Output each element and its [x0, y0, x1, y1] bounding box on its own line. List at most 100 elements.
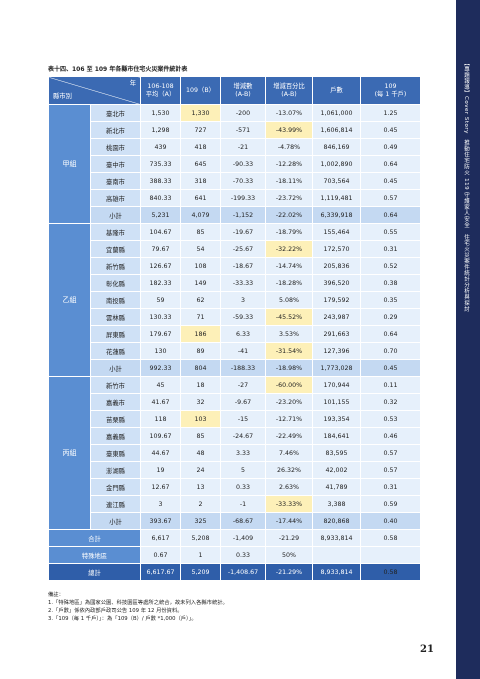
table-row: 丙組 新竹市 45 18 -27 -60.00% 170,944 0.11 — [48, 376, 421, 530]
value-cell: 193,354 — [312, 410, 361, 428]
group-cell: 甲組 — [48, 104, 91, 224]
value-cell: 0.70 — [360, 342, 421, 360]
row-name: 桃園市 — [90, 138, 141, 156]
value-cell: -22.02% — [265, 206, 313, 224]
column-header-line: 戶數 — [330, 86, 343, 94]
value-cell: 0.64 — [360, 206, 421, 224]
total-name: 總計 — [48, 563, 141, 581]
value-cell: -1 — [220, 495, 266, 513]
value-cell: 44.67 — [140, 444, 181, 462]
value-cell: 85 — [180, 223, 221, 241]
column-header-line: (A-B) — [281, 90, 297, 98]
table-row: 小計 992.33 804 -188.33 -18.98% 1,773,028 0.45 — [49, 359, 421, 377]
total-row: 總計 6,617.67 5,209 -1,408.67 -21.29% 8,933,814… — [48, 563, 421, 581]
value-cell: 103 — [180, 410, 221, 428]
value-cell: 0.67 — [140, 546, 181, 564]
value-cell: -188.33 — [220, 359, 266, 377]
value-cell: 0.11 — [360, 376, 421, 394]
value-cell: 418 — [180, 138, 221, 156]
value-cell: -27 — [220, 376, 266, 394]
value-cell: 5,209 — [180, 563, 221, 581]
value-cell: -32.22% — [265, 240, 313, 258]
table-row: 雲林縣 130.33 71 -59.33 -45.52% 243,987 0.29 — [49, 308, 421, 326]
value-cell: -21 — [220, 138, 266, 156]
value-cell: -1,152 — [220, 206, 266, 224]
table-row: 苗栗縣 118 103 -15 -12.71% 193,354 0.53 — [49, 410, 421, 428]
value-cell: 0.33 — [220, 478, 266, 496]
value-cell: 0.64 — [360, 155, 421, 173]
table-row: 屏東縣 179.67 186 6.33 3.53% 291,663 0.64 — [49, 325, 421, 343]
value-cell: 130.33 — [140, 308, 181, 326]
value-cell: -18.11% — [265, 172, 313, 190]
value-cell: 1,773,028 — [312, 359, 361, 377]
total-name: 合計 — [48, 529, 141, 547]
notes: 備註： 1.「特殊地區」為國家公園、科技園區等處所之統合，故未列入各縣市統計。 2.… — [48, 591, 228, 623]
value-cell: -33.33 — [220, 274, 266, 292]
row-name: 連江縣 — [90, 495, 141, 513]
value-cell: 59 — [140, 291, 181, 309]
row-name: 臺南市 — [90, 172, 141, 190]
row-name: 臺中市 — [90, 155, 141, 173]
page-number: 21 — [420, 644, 434, 655]
row-name: 新北市 — [90, 121, 141, 139]
row-name: 彰化縣 — [90, 274, 141, 292]
value-cell: 19 — [140, 461, 181, 479]
value-cell: -25.67 — [220, 240, 266, 258]
value-cell: -9.67 — [220, 393, 266, 411]
value-cell: 24 — [180, 461, 221, 479]
column-header-line: (每 1 千戶) — [374, 90, 407, 98]
table-row: 嘉義市 41.67 32 -9.67 -23.20% 101,155 0.32 — [49, 393, 421, 411]
value-cell: 85 — [180, 427, 221, 445]
value-cell: 32 — [180, 393, 221, 411]
row-name: 小計 — [90, 512, 141, 530]
value-cell: 840.33 — [140, 189, 181, 207]
value-cell: 291,663 — [312, 325, 361, 343]
value-cell: 0.32 — [360, 393, 421, 411]
value-cell: 8,933,814 — [312, 529, 361, 547]
table-row: 南投縣 59 62 3 5.08% 179,592 0.35 — [49, 291, 421, 309]
value-cell: -21.29% — [265, 563, 313, 581]
row-name: 雲林縣 — [90, 308, 141, 326]
note-item: 3.「109（每 1 千戶）」：為「109（B）/ 戶數 *1,000（戶）」。 — [48, 616, 197, 622]
value-cell: 42,002 — [312, 461, 361, 479]
value-cell: 439 — [140, 138, 181, 156]
value-cell: 48 — [180, 444, 221, 462]
value-cell: 3,388 — [312, 495, 361, 513]
value-cell: 126.67 — [140, 257, 181, 275]
table-row: 澎湖縣 19 24 5 26.32% 42,002 0.57 — [49, 461, 421, 479]
value-cell: -200 — [220, 104, 266, 122]
value-cell: 205,836 — [312, 257, 361, 275]
value-cell: -68.67 — [220, 512, 266, 530]
corner-top: 年 — [129, 80, 136, 87]
value-cell: 0.33 — [220, 546, 266, 564]
value-cell: 1,061,000 — [312, 104, 361, 122]
table-title: 表十四、106 至 109 年各縣市住宅火災案件統計表 — [48, 66, 188, 73]
value-cell: 0.64 — [360, 325, 421, 343]
value-cell: 0.35 — [360, 291, 421, 309]
value-cell: 3 — [140, 495, 181, 513]
value-cell — [312, 546, 361, 564]
value-cell: 393.67 — [140, 512, 181, 530]
column-header-line: (A-B) — [235, 90, 251, 98]
value-cell: -4.78% — [265, 138, 313, 156]
value-cell: 735.33 — [140, 155, 181, 173]
row-name: 澎湖縣 — [90, 461, 141, 479]
value-cell: 12.67 — [140, 478, 181, 496]
table-row: 嘉義縣 109.67 85 -24.67 -22.49% 184,641 0.46 — [49, 427, 421, 445]
row-name: 新竹市 — [90, 376, 141, 394]
table-row: 甲組 臺北市 1,530 1,330 -200 -13.07% 1,061,000 1.25 — [48, 104, 421, 224]
value-cell: 7.46% — [265, 444, 313, 462]
value-cell: 0.45 — [360, 121, 421, 139]
value-cell: 118 — [140, 410, 181, 428]
value-cell: -12.28% — [265, 155, 313, 173]
value-cell: -21.29 — [265, 529, 313, 547]
table-row: 新竹縣 126.67 108 -18.67 -14.74% 205,836 0.52 — [49, 257, 421, 275]
group-cell: 乙組 — [48, 223, 91, 377]
value-cell: 41.67 — [140, 393, 181, 411]
value-cell: -15 — [220, 410, 266, 428]
value-cell: 26.32% — [265, 461, 313, 479]
value-cell: 18 — [180, 376, 221, 394]
value-cell: 45 — [140, 376, 181, 394]
value-cell: -18.28% — [265, 274, 313, 292]
row-name: 基隆市 — [90, 223, 141, 241]
